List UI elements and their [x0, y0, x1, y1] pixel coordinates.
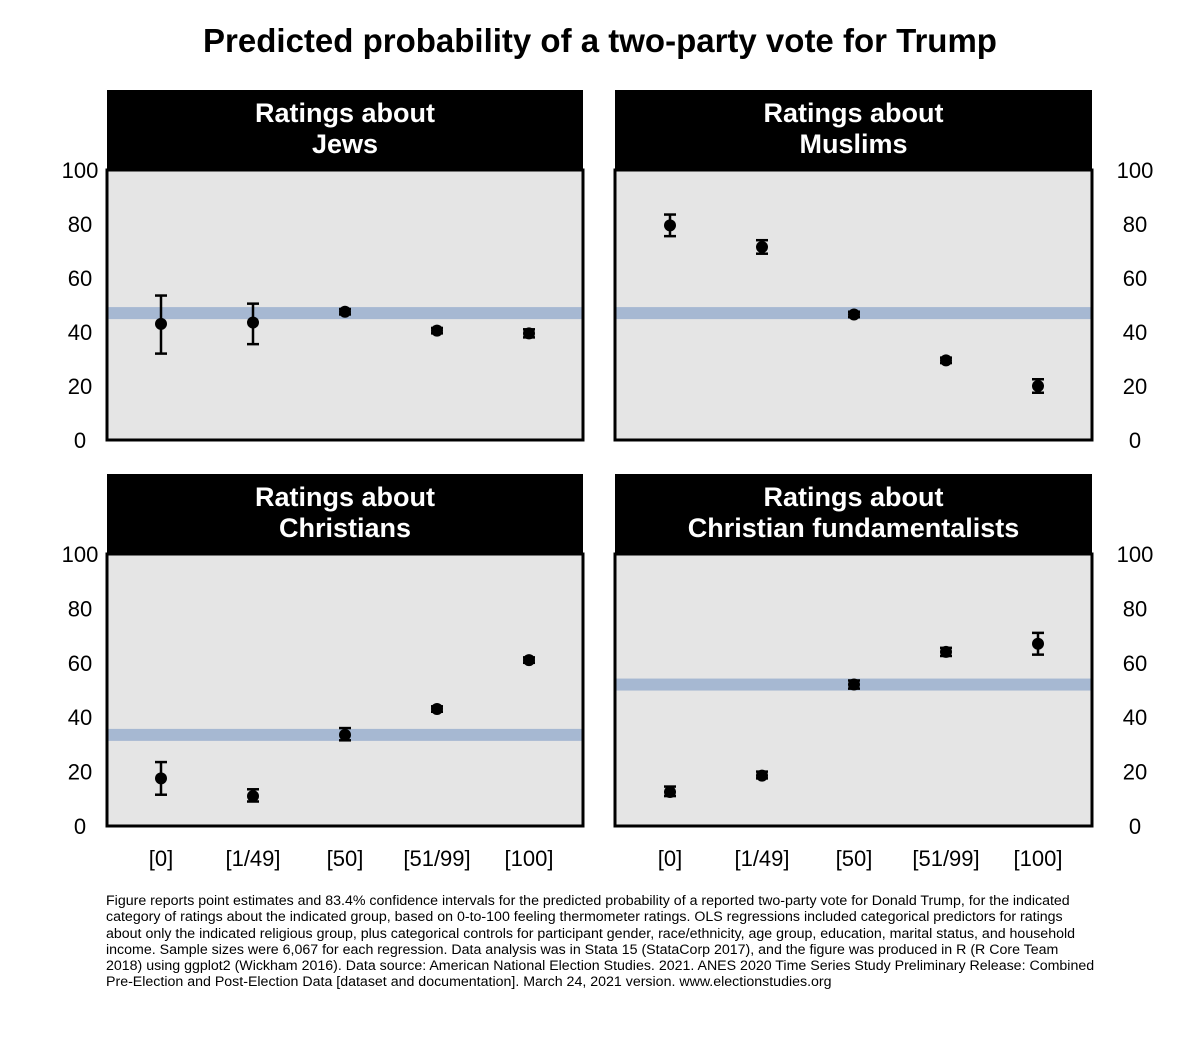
- y-tick-label: 0: [1129, 428, 1141, 453]
- x-tick-label: [51/99]: [403, 846, 470, 871]
- panel-background: [107, 554, 583, 826]
- y-tick-label: 100: [62, 158, 99, 183]
- y-tick-label: 20: [1123, 760, 1147, 785]
- y-tick-label: 0: [74, 814, 86, 839]
- x-tick-label: [50]: [836, 846, 873, 871]
- data-point: [664, 786, 676, 798]
- data-point: [155, 772, 167, 785]
- data-point: [848, 678, 860, 691]
- data-point: [848, 308, 860, 321]
- y-tick-label: 40: [68, 705, 92, 730]
- y-tick-label: 100: [1117, 158, 1154, 183]
- y-tick-label: 20: [68, 374, 92, 399]
- panel-header-christians: Ratings about Christians: [107, 474, 583, 554]
- data-point: [431, 703, 443, 716]
- data-point: [940, 645, 952, 658]
- data-point: [247, 316, 259, 329]
- panel-header-line-1: Ratings about: [763, 482, 944, 512]
- panel-border: [613, 168, 1094, 442]
- data-point: [339, 728, 351, 741]
- x-tick-label: [50]: [327, 846, 364, 871]
- y-tick-label: 0: [1129, 814, 1141, 839]
- panel-border: [105, 168, 585, 442]
- panel-header-line-1: Ratings about: [763, 98, 944, 128]
- panel-header-line-2: Christian fundamentalists: [687, 513, 1020, 543]
- y-tick-label: 80: [68, 596, 92, 621]
- y-tick-label: 20: [1123, 374, 1147, 399]
- panel-header-line-1: Ratings about: [255, 482, 435, 512]
- panel-background: [615, 170, 1092, 440]
- data-point: [247, 790, 259, 803]
- data-point: [523, 327, 535, 340]
- y-tick-label: 80: [68, 212, 92, 237]
- x-tick-label: [0]: [149, 846, 173, 871]
- y-tick-label: 60: [68, 651, 92, 676]
- x-tick-label: [1/49]: [225, 846, 280, 871]
- y-tick-label: 100: [62, 542, 99, 567]
- data-point: [523, 654, 535, 667]
- y-tick-label: 0: [74, 428, 86, 453]
- y-tick-label: 40: [1123, 705, 1147, 730]
- x-tick-label: [1/49]: [734, 846, 789, 871]
- panel-0: 0 20 40 60 80 100: [62, 158, 585, 453]
- data-point: [155, 317, 167, 330]
- figure-caption: Figure reports point estimates and 83.4%…: [106, 893, 1095, 991]
- y-tick-label: 100: [1117, 542, 1154, 567]
- panel-header-line-1: Ratings about: [255, 98, 435, 128]
- data-point: [431, 324, 443, 337]
- data-point: [1032, 637, 1044, 650]
- y-tick-label: 80: [1123, 596, 1147, 621]
- data-point: [756, 769, 768, 782]
- x-tick-label: [100]: [1014, 846, 1063, 871]
- data-point: [339, 305, 351, 318]
- panel-background: [107, 170, 583, 440]
- x-tick-label: [0]: [658, 846, 682, 871]
- panel-header-muslims: Ratings about Muslims: [615, 90, 1092, 170]
- panel-header-christian-fundamentalists: Ratings about Christian fundamentalists: [615, 474, 1092, 554]
- panel-3: 0 20 40 60 80 100 [0] [1/49] [50] [51/99] [100]: [613, 542, 1154, 871]
- x-tick-label: [100]: [505, 846, 554, 871]
- panel-header-line-2: Christians: [278, 513, 412, 543]
- data-point: [756, 240, 768, 253]
- panel-header-jews: Ratings about Jews: [107, 90, 583, 170]
- y-tick-label: 60: [1123, 266, 1147, 291]
- y-tick-label: 60: [68, 266, 92, 291]
- chart-title: Predicted probability of a two-party vot…: [203, 22, 997, 59]
- y-tick-label: 40: [1123, 320, 1147, 345]
- data-point: [1032, 380, 1044, 392]
- y-tick-label: 40: [68, 320, 92, 345]
- data-point: [664, 219, 676, 232]
- x-tick-label: [51/99]: [912, 846, 979, 871]
- panel-header-line-2: Muslims: [799, 129, 908, 159]
- y-tick-label: 80: [1123, 212, 1147, 237]
- y-tick-label: 60: [1123, 651, 1147, 676]
- panel-2: 0 20 40 60 80 100 [0] [1/49] [50] [51/99] [100]: [62, 542, 585, 871]
- panel-border: [613, 552, 1094, 828]
- panel-1: 0 20 40 60 80 100: [613, 158, 1154, 453]
- panel-border: [105, 552, 585, 828]
- panel-header-line-2: Jews: [311, 129, 379, 159]
- data-point: [940, 354, 952, 367]
- y-tick-label: 20: [68, 760, 92, 785]
